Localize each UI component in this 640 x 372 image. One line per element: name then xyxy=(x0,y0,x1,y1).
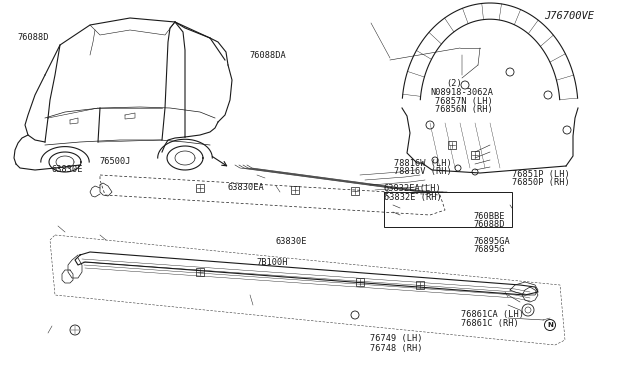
Text: 63830E: 63830E xyxy=(275,237,307,246)
Text: 76088D: 76088D xyxy=(474,220,505,229)
Bar xyxy=(196,268,204,276)
Text: 76861C (RH): 76861C (RH) xyxy=(461,319,518,328)
Text: 78816V (RH): 78816V (RH) xyxy=(394,167,451,176)
Text: 7B100H: 7B100H xyxy=(256,258,287,267)
Bar xyxy=(384,192,512,227)
Text: 76088DA: 76088DA xyxy=(250,51,286,60)
Text: 63830EA: 63830EA xyxy=(227,183,264,192)
Text: 760BBE: 760BBE xyxy=(474,212,505,221)
Text: N08918-3062A: N08918-3062A xyxy=(430,88,493,97)
Bar xyxy=(196,184,204,192)
Bar xyxy=(351,187,359,195)
Bar xyxy=(448,141,456,149)
Text: 63830E: 63830E xyxy=(51,165,83,174)
Text: 76748 (RH): 76748 (RH) xyxy=(370,344,422,353)
Text: (2): (2) xyxy=(447,79,463,88)
Text: 76088D: 76088D xyxy=(18,33,49,42)
Bar xyxy=(416,281,424,289)
Text: 76895GA: 76895GA xyxy=(474,237,510,246)
Text: N: N xyxy=(547,322,553,328)
Text: J76700VE: J76700VE xyxy=(544,11,594,20)
Text: 76861CA (LH): 76861CA (LH) xyxy=(461,310,524,319)
Bar xyxy=(356,278,364,286)
Bar xyxy=(471,151,479,159)
Bar xyxy=(291,186,299,194)
Text: 78816W (LH): 78816W (LH) xyxy=(394,159,451,168)
Text: 76850P (RH): 76850P (RH) xyxy=(512,178,570,187)
Text: 63832EA(LH): 63832EA(LH) xyxy=(384,185,442,193)
Text: 63832E (RH): 63832E (RH) xyxy=(384,193,442,202)
Text: 76851P (LH): 76851P (LH) xyxy=(512,170,570,179)
Text: 76749 (LH): 76749 (LH) xyxy=(370,334,422,343)
Text: 76500J: 76500J xyxy=(99,157,131,166)
Text: 76856N (RH): 76856N (RH) xyxy=(435,105,493,114)
Text: 76895G: 76895G xyxy=(474,245,505,254)
Text: 76857N (LH): 76857N (LH) xyxy=(435,97,493,106)
